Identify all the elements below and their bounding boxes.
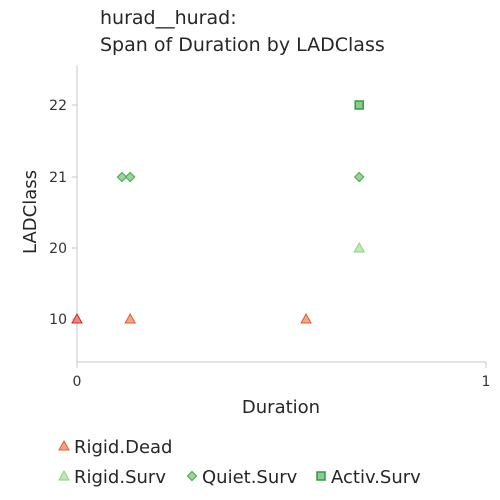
data-points	[71, 100, 366, 324]
chart-title-line-1: hurad__hurad:	[100, 7, 237, 29]
legend-label: Quiet.Surv	[202, 467, 298, 488]
data-point	[116, 171, 128, 183]
axes	[76, 66, 486, 363]
y-tick-label: 20	[49, 241, 67, 257]
data-point	[300, 312, 312, 324]
chart-title-line-2: Span of Duration by LADClass	[100, 34, 385, 56]
legend-marker	[186, 470, 198, 482]
legend-marker	[58, 439, 70, 451]
data-point	[353, 241, 366, 253]
data-point	[354, 100, 364, 110]
x-axis-label: Duration	[242, 397, 320, 418]
y-axis-label: LADClass	[20, 170, 41, 254]
legend-label: Rigid.Surv	[74, 467, 166, 488]
legend: Rigid.Dead Rigid.Surv Quiet.Surv Activ.Surv	[58, 437, 421, 488]
data-point	[353, 171, 365, 183]
legend-marker	[316, 471, 326, 481]
legend-label: Activ.Surv	[331, 467, 421, 488]
data-point	[124, 312, 137, 324]
legend-marker	[58, 469, 70, 481]
y-tick-label: 10	[49, 312, 67, 328]
y-tick-label: 21	[49, 170, 67, 186]
y-ticks: 10 20 21 22	[49, 98, 77, 328]
x-tick-label: 1	[482, 374, 491, 390]
data-point	[71, 312, 83, 324]
x-tick-label: 0	[73, 374, 82, 390]
data-point	[124, 171, 136, 183]
y-tick-label: 22	[49, 98, 67, 114]
legend-label: Rigid.Dead	[74, 437, 172, 458]
